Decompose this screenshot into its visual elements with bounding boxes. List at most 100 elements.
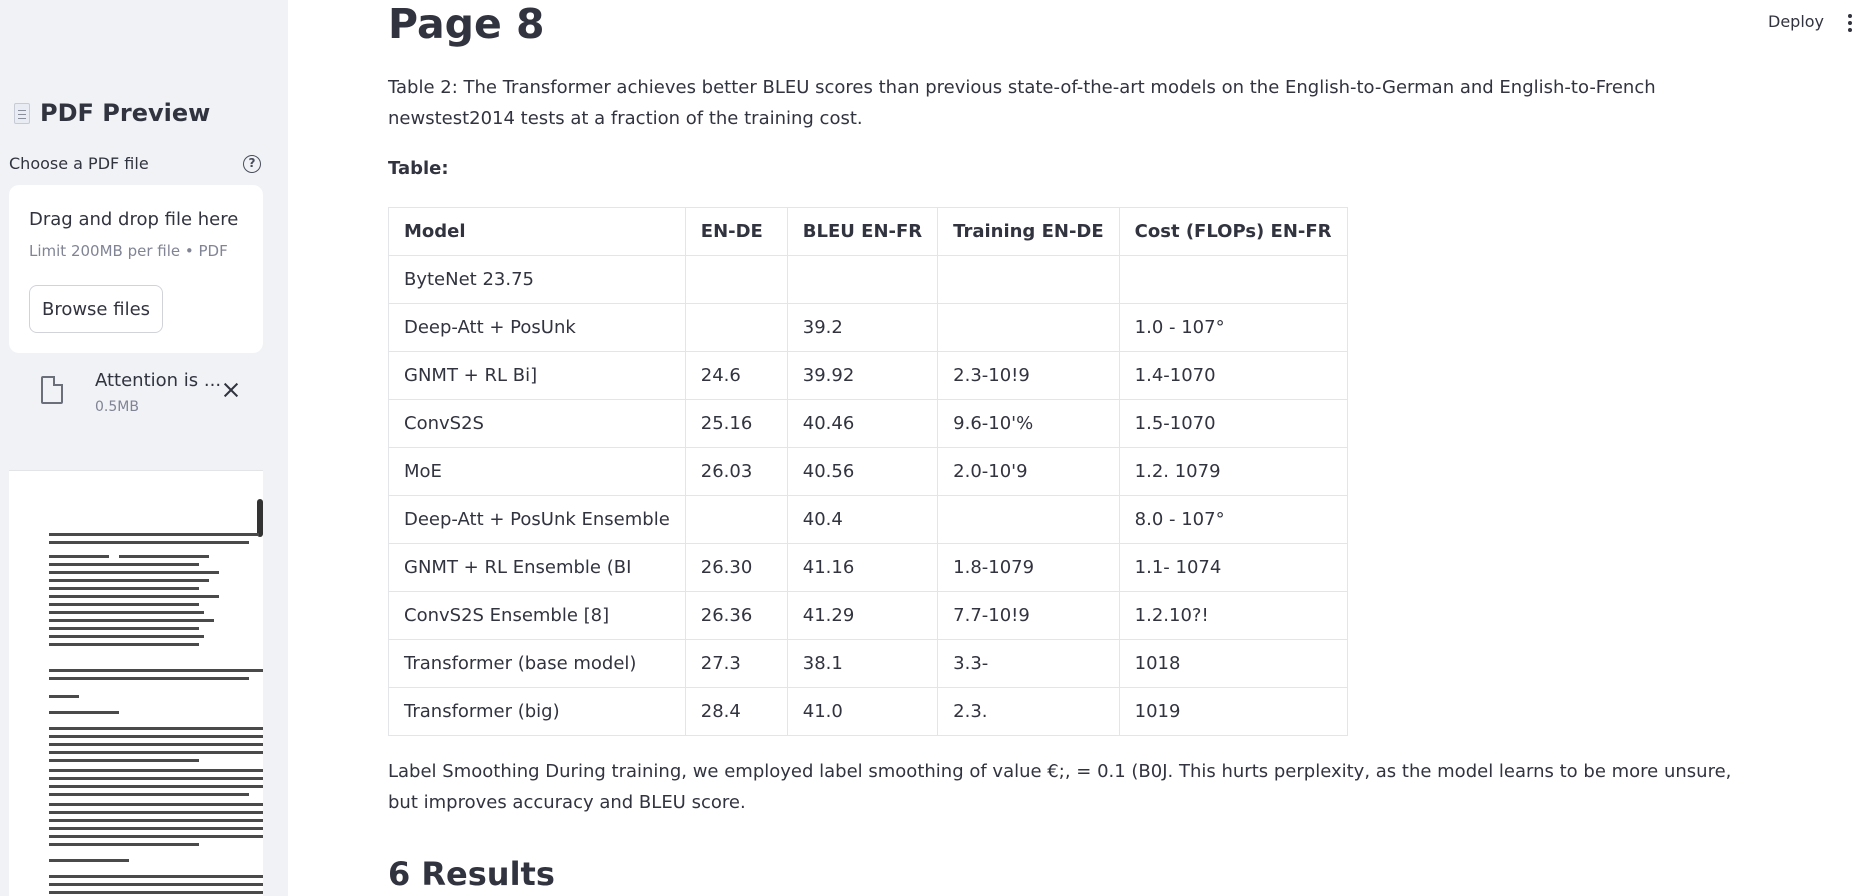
label-smoothing-paragraph: Label Smoothing During training, we empl… xyxy=(388,761,1732,813)
preview-text-line xyxy=(49,611,204,614)
sidebar-title: PDF Preview xyxy=(40,99,211,127)
uploaded-file-size: 0.5MB xyxy=(95,399,139,415)
table-cell: 1.5-1070 xyxy=(1118,399,1348,448)
table-cell: 28.4 xyxy=(684,687,788,736)
page-title: Page 8 xyxy=(388,0,545,48)
table-cell xyxy=(684,303,788,352)
deploy-button[interactable]: Deploy xyxy=(1768,12,1825,31)
preview-text-line xyxy=(49,627,199,630)
table-cell: 39.92 xyxy=(786,351,939,400)
table-cell: MoE xyxy=(388,447,686,496)
table-label: Table: xyxy=(388,158,449,179)
preview-text-line xyxy=(49,793,249,796)
preview-text-line xyxy=(49,563,199,566)
header-cost-en-fr: Cost (FLOPs) EN-FR xyxy=(1118,207,1348,256)
table-cell: 2.3-10!9 xyxy=(937,351,1120,400)
preview-text-line xyxy=(49,595,219,598)
table-row: ByteNet 23.75 xyxy=(388,255,1348,304)
dropzone-title: Drag and drop file here xyxy=(29,209,239,230)
table-cell: ByteNet 23.75 xyxy=(388,255,686,304)
preview-text-line xyxy=(49,759,199,762)
table-cell: 2.0-10'9 xyxy=(937,447,1120,496)
table-cell xyxy=(937,303,1120,352)
table-cell: 41.0 xyxy=(786,687,939,736)
table-cell: 2.3. xyxy=(937,687,1120,736)
preview-text-line xyxy=(49,803,263,806)
table-row: Transformer (big) 28.4 41.0 2.3. 1019 xyxy=(388,687,1348,736)
table-cell: GNMT + RL Ensemble (BI xyxy=(388,543,686,592)
table-cell: 1.0 - 107° xyxy=(1118,303,1348,352)
table-cell: 1.4-1070 xyxy=(1118,351,1348,400)
table-cell: 8.0 - 107° xyxy=(1118,495,1348,544)
table-cell: 27.3 xyxy=(684,639,788,688)
table-cell: 7.7-10!9 xyxy=(937,591,1120,640)
table-cell: 25.16 xyxy=(684,399,788,448)
table-row: ConvS2S 25.16 40.46 9.6-10'% 1.5-1070 xyxy=(388,399,1348,448)
table-row: MoE 26.03 40.56 2.0-10'9 1.2. 1079 xyxy=(388,447,1348,496)
table-cell: 41.29 xyxy=(786,591,939,640)
preview-text-line xyxy=(49,695,79,698)
preview-text-line xyxy=(49,643,199,646)
table-cell: 1.1- 1074 xyxy=(1118,543,1348,592)
sidebar-header: PDF Preview xyxy=(14,99,210,127)
kebab-menu-icon[interactable] xyxy=(1847,12,1853,34)
table-cell: 24.6 xyxy=(684,351,788,400)
table-cell: 40.4 xyxy=(786,495,939,544)
header-bleu-en-fr: BLEU EN-FR xyxy=(786,207,939,256)
table-cell: ConvS2S Ensemble [8] xyxy=(388,591,686,640)
table-cell: Transformer (base model) xyxy=(388,639,686,688)
pdf-page-preview xyxy=(9,470,263,896)
table-row: GNMT + RL Bi] 24.6 39.92 2.3-10!9 1.4-1070 xyxy=(388,351,1348,400)
table-cell: 26.30 xyxy=(684,543,788,592)
preview-text-line xyxy=(49,785,263,788)
table-cell: 40.46 xyxy=(786,399,939,448)
preview-text-line xyxy=(49,541,249,544)
preview-text-line xyxy=(49,735,263,738)
table-cell: 9.6-10'% xyxy=(937,399,1120,448)
table-cell: Deep-Att + PosUnk xyxy=(388,303,686,352)
question-circle-icon[interactable]: ? xyxy=(243,155,261,173)
preview-text-line xyxy=(49,883,263,886)
preview-text-line xyxy=(49,587,199,590)
table-cell: 26.36 xyxy=(684,591,788,640)
table-row: ConvS2S Ensemble [8] 26.36 41.29 7.7-10!9 1.… xyxy=(388,591,1348,640)
table-row: Deep-Att + PosUnk 39.2 1.0 - 107° xyxy=(388,303,1348,352)
table-row: GNMT + RL Ensemble (BI 26.30 41.16 1.8-1079… xyxy=(388,543,1348,592)
preview-text-line xyxy=(49,811,263,814)
table-cell: 1.8-1079 xyxy=(937,543,1120,592)
table-cell xyxy=(786,255,939,304)
table-cell xyxy=(684,495,788,544)
preview-text-line xyxy=(49,875,263,878)
preview-scrollbar[interactable] xyxy=(257,499,263,537)
preview-text-line xyxy=(49,835,263,838)
preview-text-line xyxy=(49,891,263,894)
table-cell xyxy=(937,255,1120,304)
table-body: ByteNet 23.75 Deep-Att + PosUnk 39.2 1.0 - … xyxy=(388,255,1348,736)
table-cell: 3.3- xyxy=(937,639,1120,688)
close-icon[interactable] xyxy=(221,380,241,400)
table-cell: 38.1 xyxy=(786,639,939,688)
preview-text-line xyxy=(49,769,263,772)
preview-text-line xyxy=(49,677,249,680)
table-cell xyxy=(1118,255,1348,304)
table-cell: Transformer (big) xyxy=(388,687,686,736)
uploaded-file: Attention is ... 0.5MB xyxy=(9,365,263,415)
header-model: Model xyxy=(388,207,686,256)
table-cell: Deep-Att + PosUnk Ensemble xyxy=(388,495,686,544)
table-cell: ConvS2S xyxy=(388,399,686,448)
table-cell: 1019 xyxy=(1118,687,1348,736)
file-icon xyxy=(41,376,63,404)
dropzone-limit: Limit 200MB per file • PDF xyxy=(29,242,228,260)
section-title: 6 Results xyxy=(388,855,555,893)
results-table: Model EN-DE BLEU EN-FR Training EN-DE Co… xyxy=(388,207,1348,736)
document-icon xyxy=(14,102,30,124)
preview-text-line xyxy=(49,827,263,830)
table-cell: 1.2.10?! xyxy=(1118,591,1348,640)
table-cell: 40.56 xyxy=(786,447,939,496)
table-cell xyxy=(937,495,1120,544)
sidebar: PDF Preview Choose a PDF file ? Drag and… xyxy=(0,0,288,896)
browse-files-button[interactable]: Browse files xyxy=(29,285,163,333)
file-dropzone[interactable]: Drag and drop file here Limit 200MB per … xyxy=(9,185,263,353)
header-training-en-de: Training EN-DE xyxy=(937,207,1120,256)
preview-text-line xyxy=(49,555,109,558)
